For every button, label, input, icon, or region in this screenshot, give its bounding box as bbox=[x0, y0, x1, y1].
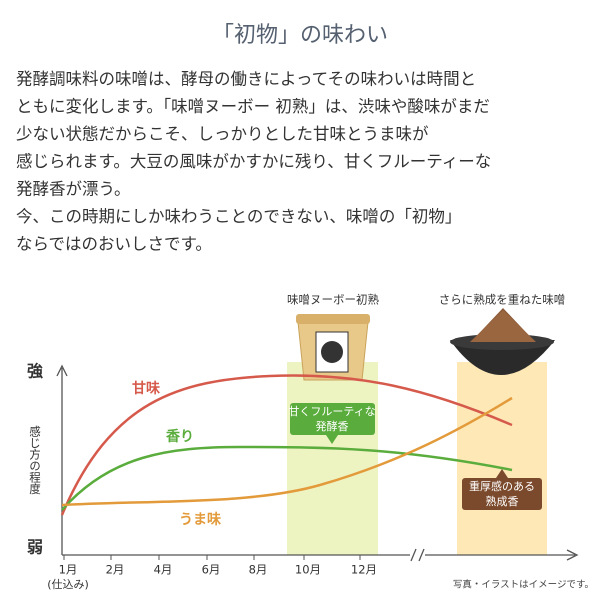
x-label: 1月 bbox=[59, 563, 78, 577]
body-line: 少ない状態だからこそ、しっかりとした甘味とうま味が bbox=[16, 125, 429, 144]
product-bowl bbox=[450, 308, 555, 375]
body-line: 感じられます。大豆の風味がかすかに残り、甘くフルーティーな bbox=[16, 152, 491, 171]
body-text: 発酵調味料の味噌は、酵母の働きによってその味わいは時間とともに変化します。「味噌… bbox=[16, 70, 491, 254]
curve-label: 香り bbox=[165, 428, 194, 445]
band-aged bbox=[457, 362, 547, 555]
body-line: 今、この時期にしか味わうことのできない、味噌の「初物」 bbox=[16, 207, 461, 226]
callout-text: 甘くフルーティな bbox=[288, 405, 375, 418]
x-label: 8月 bbox=[249, 563, 268, 577]
callout-text: 熟成香 bbox=[486, 494, 519, 508]
title: 「初物」の味わい bbox=[212, 23, 388, 48]
curve-label: うま味 bbox=[179, 512, 221, 528]
body-line: ともに変化します。「味噌ヌーボー 初熟」は、渋味や酸味がまだ bbox=[16, 97, 490, 116]
curve-label: 甘味 bbox=[132, 380, 160, 397]
product-label: さらに熟成を重ねた味噌 bbox=[439, 293, 566, 307]
body-line: ならではのおいしさです。 bbox=[16, 235, 212, 254]
x-label: 4月 bbox=[154, 563, 173, 577]
body-line: 発酵香が漂う。 bbox=[16, 180, 131, 199]
y-bottom: 弱 bbox=[27, 538, 43, 557]
x-note: (仕込み) bbox=[47, 578, 89, 591]
curve-aroma bbox=[61, 445, 513, 511]
x-label: 6月 bbox=[202, 563, 221, 577]
x-label: 2月 bbox=[106, 563, 125, 577]
axes bbox=[56, 364, 579, 562]
callout-text: 発酵香 bbox=[316, 419, 349, 433]
y-top: 強 bbox=[27, 362, 43, 381]
curve-umami bbox=[61, 396, 513, 507]
band-new bbox=[287, 362, 378, 555]
curve-sweet bbox=[60, 374, 513, 516]
callout-green: 甘くフルーティな 発酵香 bbox=[288, 403, 376, 444]
y-label: 感じ方の程度 bbox=[28, 425, 42, 496]
x-label: 10月 bbox=[295, 563, 321, 577]
x-label: 12月 bbox=[351, 563, 377, 577]
footer-note: 写真・イラストはイメージです。 bbox=[453, 579, 594, 591]
body-line: 発酵調味料の味噌は、酵母の働きによってその味わいは時間と bbox=[16, 70, 476, 89]
x-labels: 1月 2月 4月 6月 8月 10月 12月 bbox=[59, 555, 377, 577]
product-label: 味噌ヌーボー初熟 bbox=[287, 293, 379, 307]
product-cup bbox=[296, 314, 370, 381]
callout-brown: 重厚感のある 熟成香 bbox=[462, 469, 542, 510]
callout-text: 重厚感のある bbox=[469, 479, 535, 493]
